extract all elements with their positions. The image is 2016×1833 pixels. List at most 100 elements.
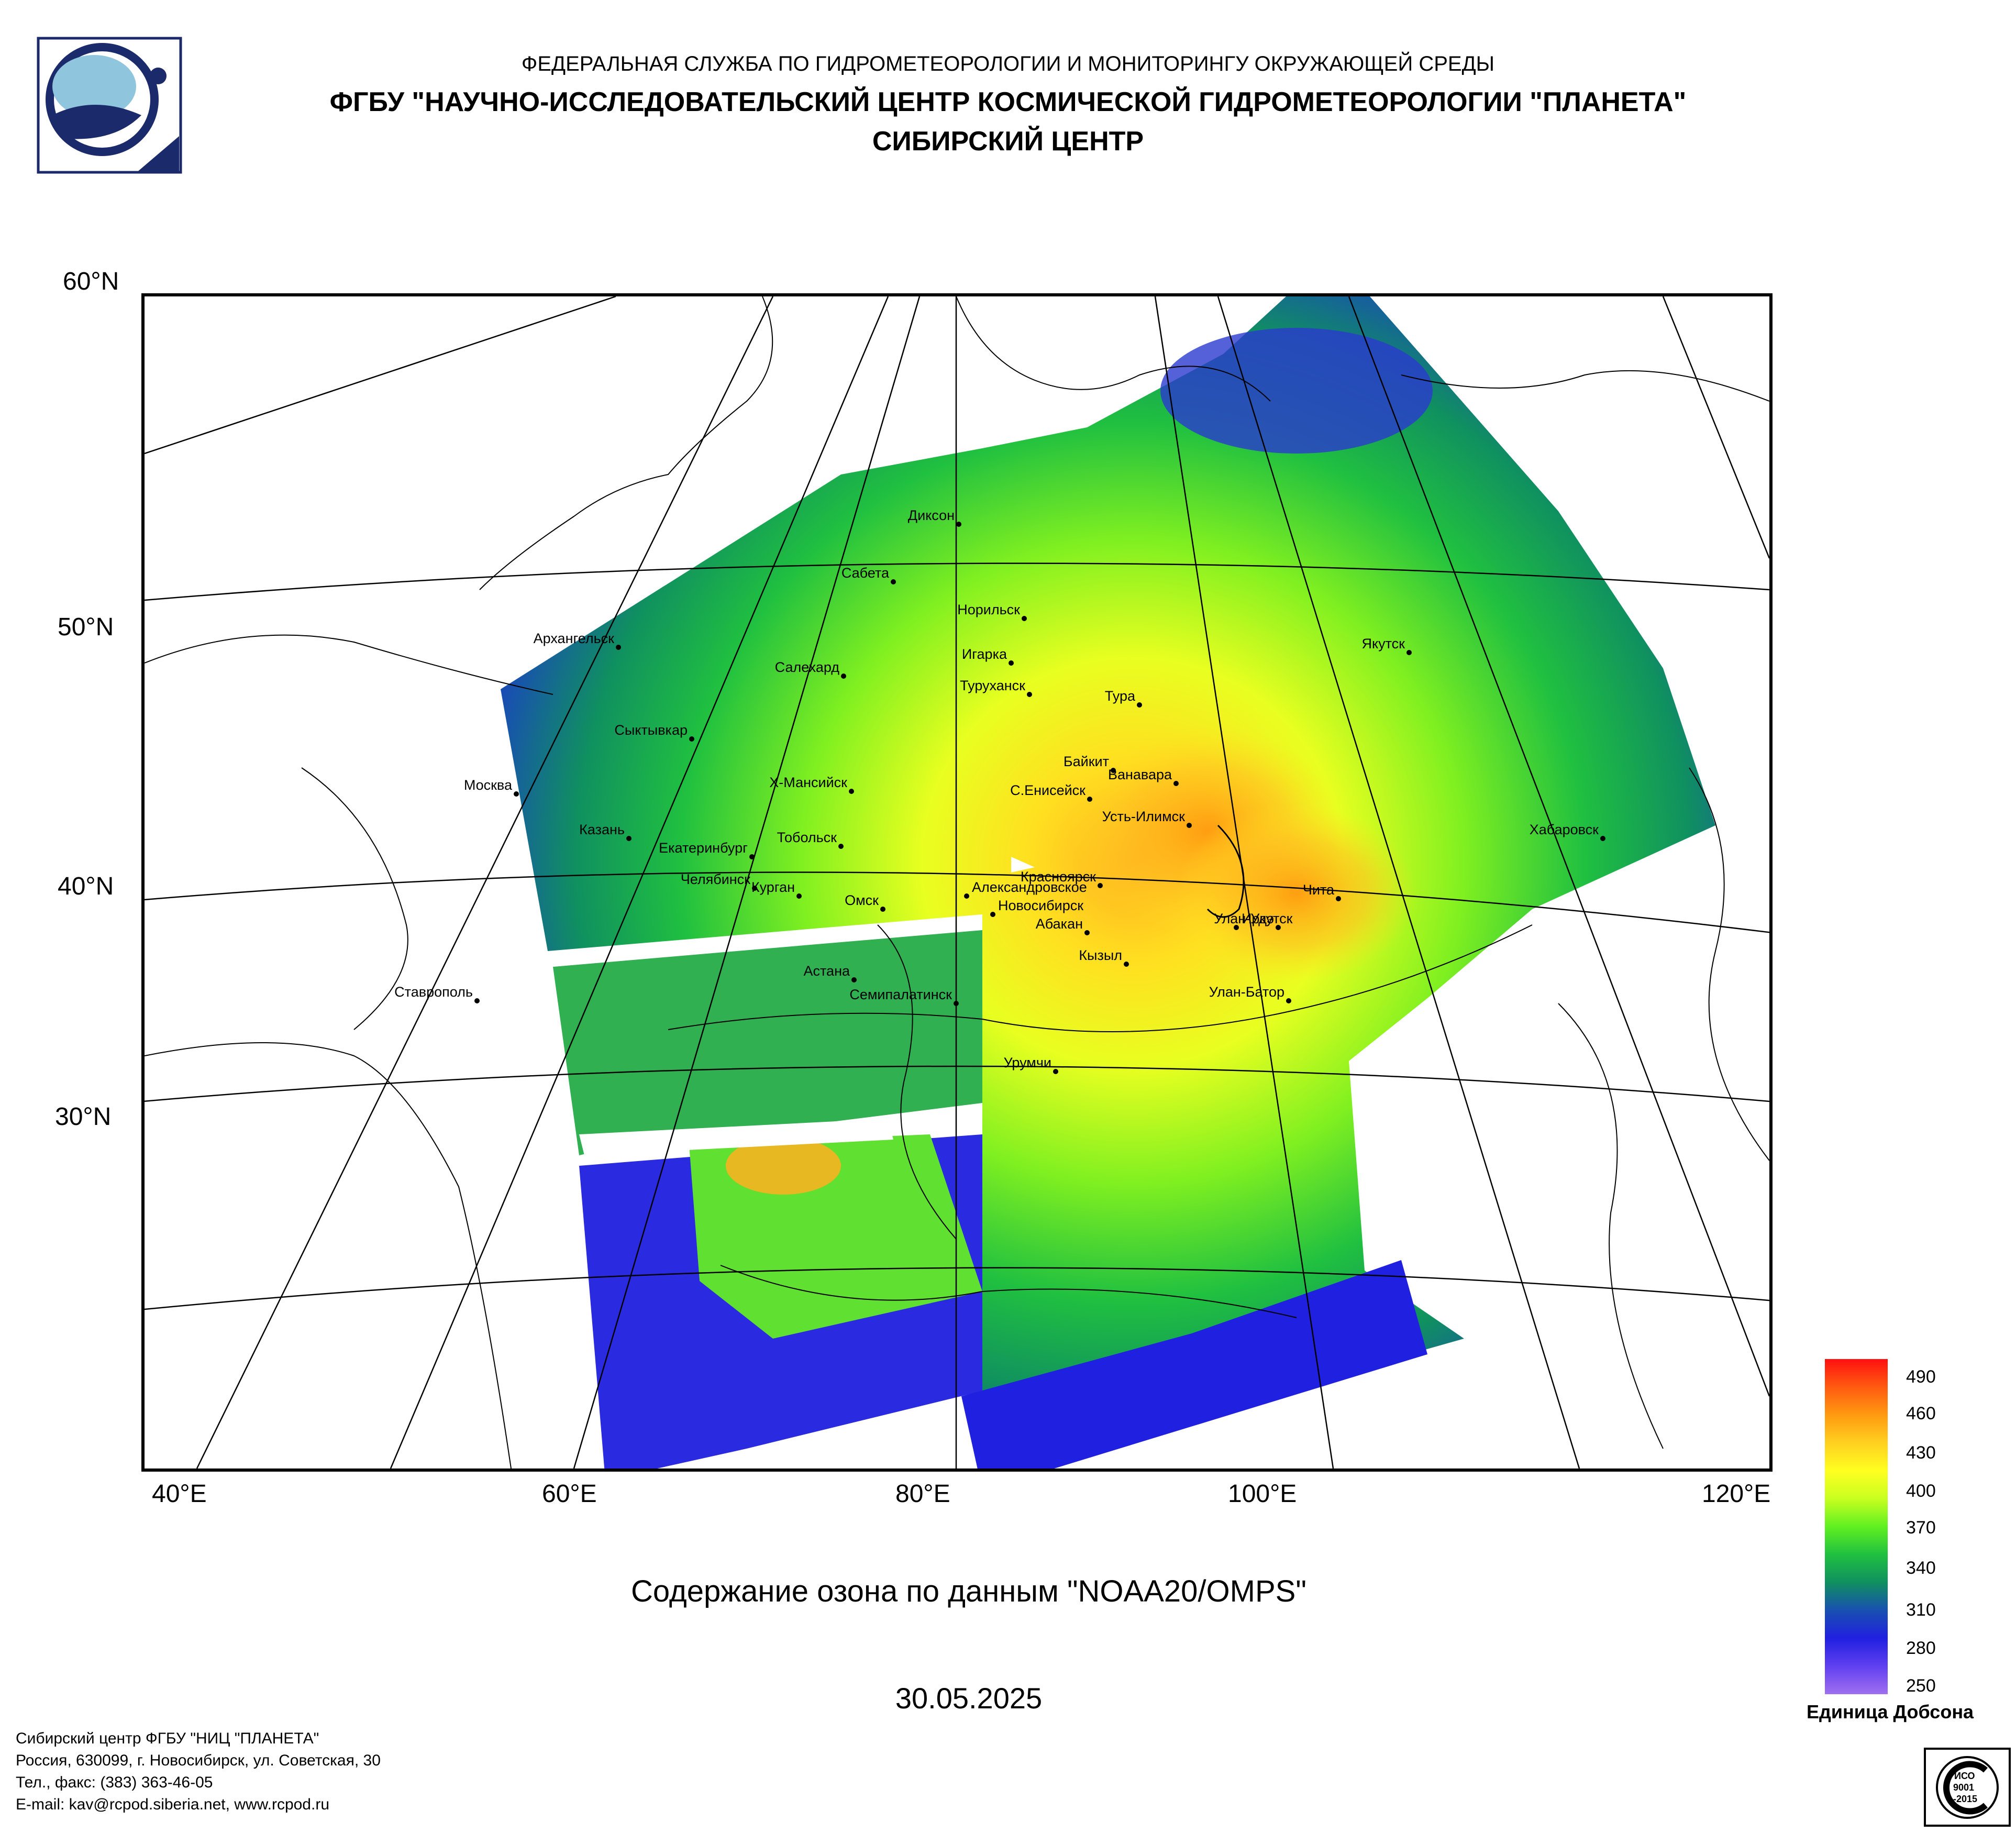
city-label: Кызыл	[1079, 947, 1122, 963]
city-label: Новосибирск	[998, 898, 1083, 913]
city-dot	[1009, 660, 1014, 666]
city-label: Астана	[803, 963, 850, 979]
legend-tick-460: 460	[1906, 1404, 1936, 1423]
iso-text-2: 9001	[1953, 1782, 1974, 1793]
city-dot	[990, 912, 995, 917]
iso-text-1: ИСО	[1954, 1771, 1975, 1781]
city-label: С.Енисейск	[1010, 782, 1085, 798]
footer-address: Россия, 630099, г. Новосибирск, ул. Сове…	[16, 1752, 381, 1769]
legend-tick-280: 280	[1906, 1638, 1936, 1658]
city-label: Курган	[751, 879, 795, 895]
map-date: 30.05.2025	[895, 1682, 1043, 1715]
city-dot	[954, 1001, 959, 1006]
city-dot	[956, 522, 961, 527]
city-dot	[851, 977, 857, 982]
city-label: Архангельск	[534, 631, 615, 646]
city-dot	[838, 844, 844, 849]
center-title: СИБИРСКИЙ ЦЕНТР	[872, 126, 1144, 157]
map-caption: Содержание озона по данным "NOAA20/OMPS"	[631, 1574, 1306, 1608]
city-dot	[1124, 962, 1129, 967]
city-label: Екатеринбург	[659, 840, 748, 856]
city-dot	[1286, 998, 1291, 1003]
city-dot	[514, 791, 519, 797]
city-dot	[880, 907, 885, 912]
city-label: Сыктывкар	[614, 722, 688, 738]
city-label: Игарка	[962, 646, 1007, 662]
city-dot	[1173, 781, 1179, 786]
lon-label-60: 60°E	[542, 1480, 597, 1508]
city-label: Семипалатинск	[849, 987, 952, 1002]
lon-label-40: 40°E	[152, 1480, 207, 1508]
graticule	[145, 296, 1769, 1468]
city-label: Х-Мансийск	[769, 775, 847, 790]
city-dot	[1027, 692, 1032, 697]
city-label: Москва	[464, 777, 513, 793]
city-dot	[752, 886, 757, 891]
institute-title: ФГБУ "НАУЧНО-ИССЛЕДОВАТЕЛЬСКИЙ ЦЕНТР КОС…	[329, 87, 1687, 117]
city-label: Сабета	[841, 565, 890, 581]
city-dot	[689, 736, 694, 742]
city-dot	[1187, 823, 1192, 828]
legend-unit: Единица Добсона	[1807, 1701, 1974, 1722]
city-dot	[1087, 797, 1092, 802]
city-dot	[1406, 650, 1412, 655]
city-dot	[1234, 925, 1239, 930]
city-dot	[841, 673, 846, 679]
footer-org: Сибирский центр ФГБУ "НИЦ "ПЛАНЕТА"	[16, 1730, 319, 1747]
city-dot	[626, 836, 632, 841]
city-label: Тура	[1105, 688, 1136, 704]
city-label: Чита	[1303, 882, 1335, 898]
ozone-map: Диксон Сабета Норильск Архангельск Игарка Сал…	[141, 293, 1773, 1472]
city-dot	[891, 579, 896, 584]
city-label: Улан-Удэ	[1214, 911, 1274, 926]
city-label: Красноярск	[1021, 869, 1096, 885]
lon-label-80: 80°E	[895, 1480, 950, 1508]
legend-colorbar	[1825, 1359, 1888, 1694]
city-dot	[1111, 768, 1116, 773]
city-dot	[474, 998, 480, 1003]
city-label: Ставрополь	[394, 984, 473, 1000]
legend-tick-430: 430	[1906, 1443, 1936, 1463]
lat-label-40: 40°N	[58, 873, 114, 900]
city-dot	[1022, 616, 1027, 621]
city-label: Норильск	[957, 602, 1020, 617]
city-dot	[1600, 836, 1605, 841]
city-label: Диксон	[908, 507, 955, 523]
city-dot	[1053, 1069, 1058, 1074]
city-label: Абакан	[1036, 916, 1083, 932]
city-label: Омск	[845, 892, 879, 908]
city-label: Тобольск	[777, 830, 837, 845]
city-label: Казань	[579, 822, 625, 837]
city-dot	[1276, 925, 1281, 930]
city-dot	[616, 645, 621, 650]
lon-label-120: 120°E	[1702, 1480, 1771, 1508]
legend-tick-400: 400	[1906, 1481, 1936, 1501]
footer-phone: Тел., факс: (383) 363-46-05	[16, 1774, 213, 1791]
city-dot	[796, 893, 802, 899]
city-dot	[1084, 930, 1090, 935]
legend-tick-340: 340	[1906, 1558, 1936, 1578]
city-label: Байкит	[1064, 754, 1109, 769]
city-dot	[1336, 896, 1341, 901]
city-label: Александровское	[972, 879, 1087, 895]
city-dot	[749, 854, 755, 859]
city-dot	[1098, 883, 1103, 888]
city-label: Иркутск	[1242, 911, 1293, 926]
lat-label-30: 30°N	[55, 1103, 112, 1131]
iso-text-3: -2015	[1953, 1794, 1977, 1804]
city-label: Хабаровск	[1530, 822, 1599, 837]
legend-tick-490: 490	[1906, 1367, 1936, 1387]
coastlines	[145, 296, 1769, 1468]
city-dot	[1137, 702, 1142, 708]
city-label: Салехард	[775, 659, 840, 675]
city-label: Якутск	[1362, 636, 1405, 652]
city-label: Туруханск	[960, 678, 1025, 693]
city-label: Челябинск	[681, 871, 750, 887]
lon-label-100: 100°E	[1228, 1480, 1297, 1508]
agency-title: ФЕДЕРАЛЬНАЯ СЛУЖБА ПО ГИДРОМЕТЕОРОЛОГИИ …	[521, 52, 1495, 75]
city-label: Улан-Батор	[1209, 984, 1284, 1000]
legend-tick-310: 310	[1906, 1600, 1936, 1620]
legend-tick-250: 250	[1906, 1676, 1936, 1696]
city-markers: Диксон Сабета Норильск Архангельск Игарка Сал…	[394, 507, 1605, 1074]
lat-label-50: 50°N	[58, 613, 114, 641]
